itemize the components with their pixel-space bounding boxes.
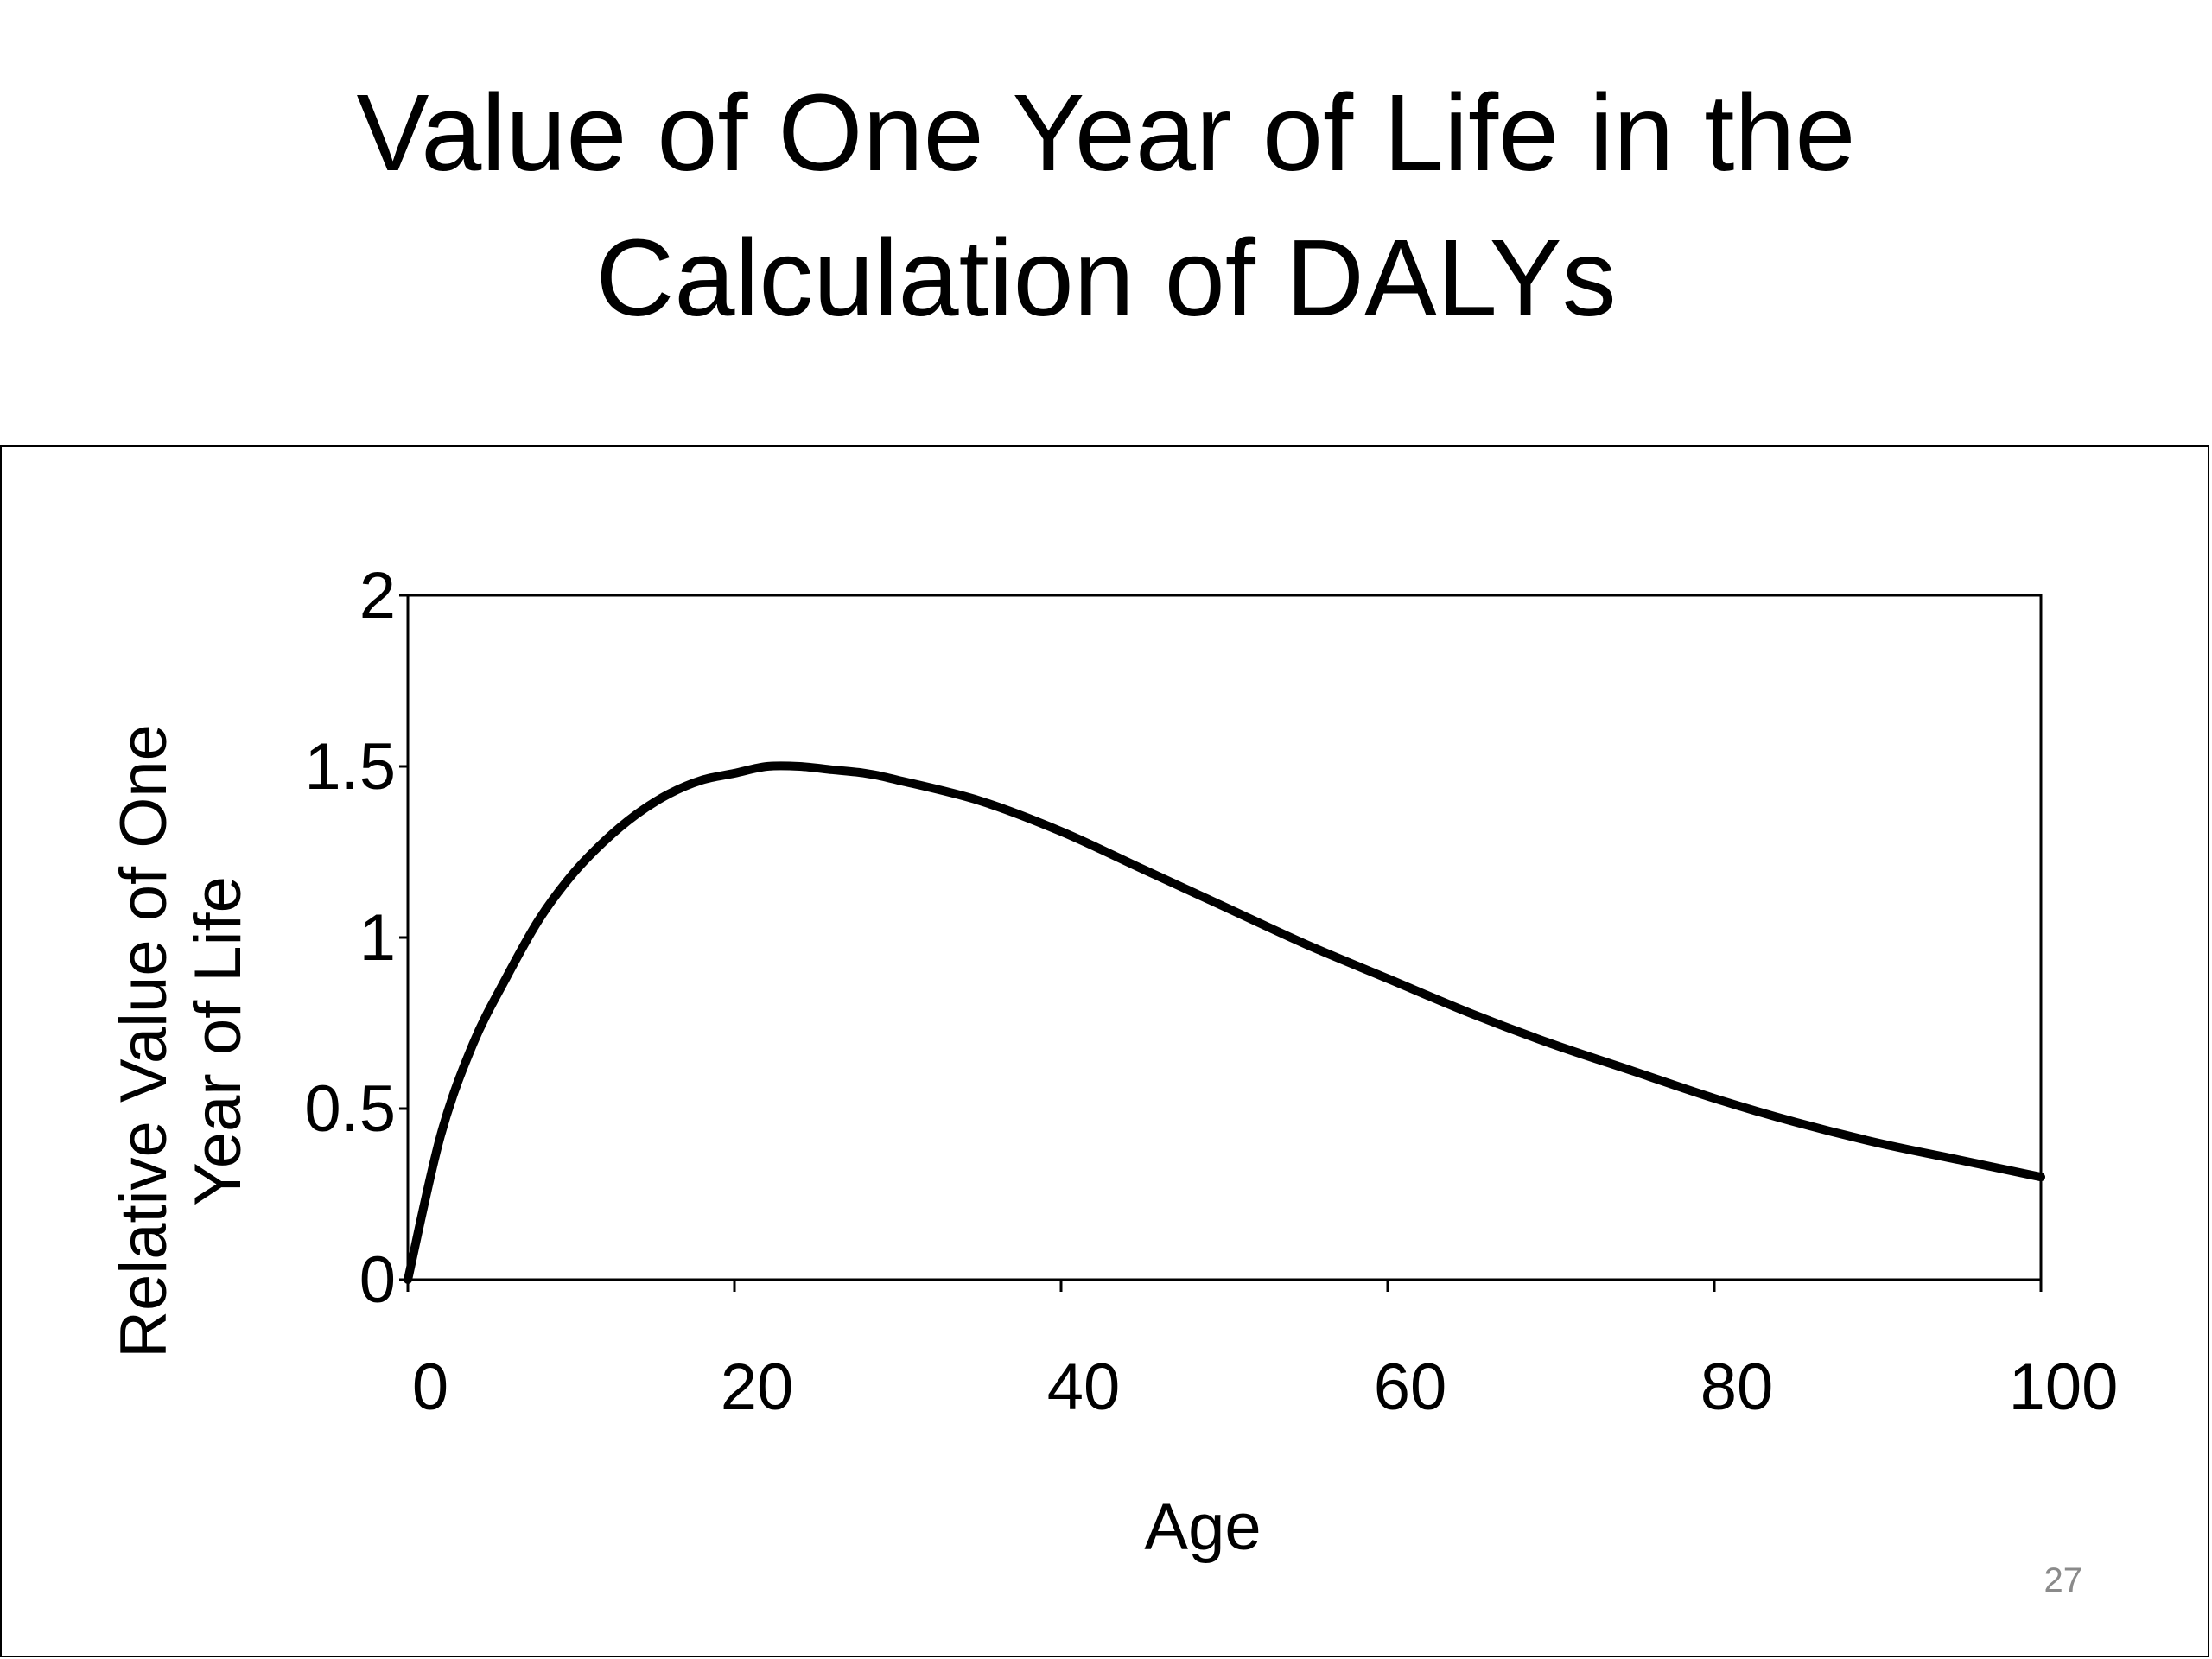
series-line bbox=[404, 761, 2045, 1284]
x-tick-label: 80 bbox=[1700, 1351, 1774, 1424]
y-axis-label-line-1: Relative Value of One bbox=[107, 724, 181, 1358]
chart-frame: 0 20 40 60 80 100 0 0.5 1 1.5 2 Age Relative Valu… bbox=[0, 445, 2209, 1657]
y-axis-label: Relative Value of One Year of Life bbox=[107, 724, 255, 1358]
plot-area bbox=[406, 594, 2043, 1281]
x-axis: 0 20 40 60 80 100 bbox=[406, 1280, 2119, 1424]
x-tick-label: 60 bbox=[1374, 1351, 1447, 1424]
line-chart: 0 20 40 60 80 100 0 0.5 1 1.5 2 Age Relative Valu… bbox=[107, 559, 2119, 1564]
x-tick-label: 40 bbox=[1047, 1351, 1121, 1424]
y-tick-label: 0 bbox=[359, 1243, 396, 1317]
page-number: 27 bbox=[2044, 1561, 2083, 1599]
slide-title-line-1: Value of One Year of Life in the bbox=[356, 72, 1856, 194]
y-tick-label: 0.5 bbox=[304, 1072, 396, 1146]
slide-title-line-2: Calculation of DALYs bbox=[595, 217, 1617, 339]
y-tick-label: 2 bbox=[359, 559, 396, 632]
slide-title: Value of One Year of Life in the Calcula… bbox=[0, 60, 2212, 351]
x-tick-label: 100 bbox=[2009, 1351, 2119, 1424]
y-tick-label: 1.5 bbox=[304, 730, 396, 804]
y-tick-label: 1 bbox=[359, 901, 396, 975]
y-axis-label-line-2: Year of Life bbox=[181, 876, 255, 1206]
x-tick-label: 0 bbox=[412, 1351, 448, 1424]
y-axis: 0 0.5 1 1.5 2 bbox=[304, 559, 408, 1317]
x-tick-label: 20 bbox=[721, 1351, 794, 1424]
x-axis-label: Age bbox=[1144, 1491, 1261, 1564]
